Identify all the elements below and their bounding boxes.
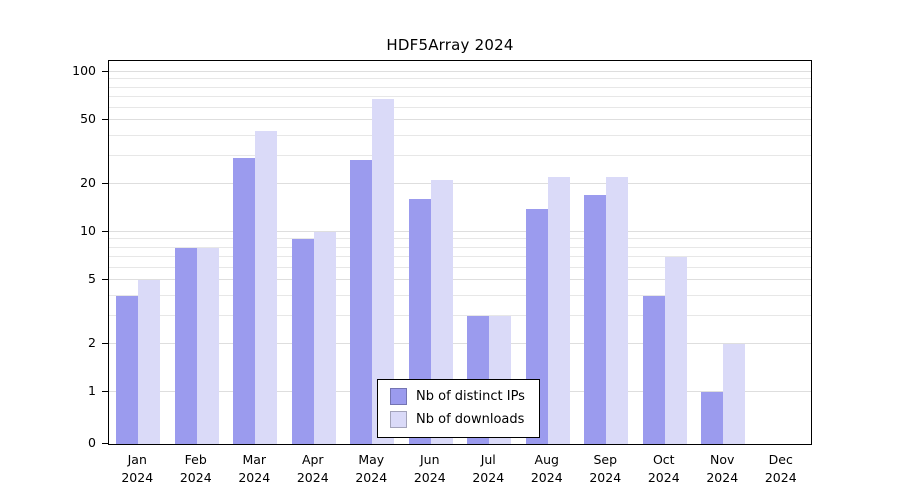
gridline (109, 294, 811, 296)
x-tick-label: Feb 2024 (179, 452, 212, 486)
legend-swatch-downloads (390, 411, 407, 428)
y-tick-label: 50 (80, 111, 96, 127)
bar-downloads (606, 177, 629, 444)
legend-swatch-distinct-ips (390, 388, 407, 405)
gridline (109, 231, 811, 232)
gridline (109, 279, 811, 281)
x-tick-label: Apr 2024 (296, 452, 329, 486)
bar-distinct-ips (233, 158, 256, 444)
bar-downloads (430, 180, 453, 444)
gridline (109, 342, 811, 344)
y-tick-label: 2 (88, 334, 96, 350)
bar-distinct-ips (701, 392, 724, 444)
y-tick-label: 0 (88, 435, 96, 450)
bar-downloads (138, 280, 161, 444)
gridline (109, 86, 811, 88)
gridline (109, 106, 811, 108)
bar-downloads (255, 130, 278, 444)
y-tick-label: 10 (80, 223, 96, 238)
bar-distinct-ips (291, 239, 314, 444)
bar-distinct-ips (116, 295, 139, 444)
gridline (109, 95, 811, 97)
bar-downloads (313, 232, 336, 444)
bar-distinct-ips (174, 247, 197, 444)
gridline (109, 71, 811, 72)
x-tick-label: Jun 2024 (413, 452, 446, 486)
gridline (109, 255, 811, 257)
bar-downloads (196, 247, 219, 444)
gridline (109, 119, 811, 121)
x-tick-label: Jul 2024 (472, 452, 505, 486)
bar-downloads (372, 98, 395, 444)
x-tick-label: Dec 2024 (764, 452, 797, 486)
bar-downloads (547, 177, 570, 444)
gridline (109, 78, 811, 80)
plot-area: Nb of distinct IPs Nb of downloads (108, 60, 812, 445)
gridline (109, 314, 811, 316)
chart-title: HDF5Array 2024 (386, 36, 514, 54)
x-tick-label: Mar 2024 (238, 452, 271, 486)
legend-label-distinct-ips: Nb of distinct IPs (416, 389, 525, 404)
bar-downloads (723, 343, 746, 444)
y-tick-label: 20 (80, 174, 96, 190)
x-tick-label: May 2024 (355, 452, 388, 486)
x-tick-label: Jan 2024 (121, 452, 154, 486)
gridline (109, 154, 811, 156)
y-tick-label: 1 (88, 383, 96, 398)
bar-distinct-ips (642, 295, 665, 444)
bar-downloads (664, 256, 687, 444)
x-tick-label: Nov 2024 (706, 452, 739, 486)
y-tick-label: 100 (72, 63, 96, 78)
gridline (109, 134, 811, 136)
bar-distinct-ips (350, 160, 373, 444)
gridline (109, 182, 811, 184)
x-tick-label: Oct 2024 (647, 452, 680, 486)
legend-label-downloads: Nb of downloads (416, 412, 525, 427)
legend: Nb of distinct IPs Nb of downloads (377, 379, 540, 438)
bar-distinct-ips (584, 195, 607, 444)
legend-item-downloads: Nb of downloads (390, 411, 525, 428)
x-tick-label: Sep 2024 (589, 452, 622, 486)
y-tick-label: 5 (88, 271, 96, 287)
x-tick-label: Aug 2024 (530, 452, 563, 486)
gridline (109, 246, 811, 248)
gridline (109, 238, 811, 240)
gridline (109, 266, 811, 268)
legend-item-distinct-ips: Nb of distinct IPs (390, 388, 525, 405)
